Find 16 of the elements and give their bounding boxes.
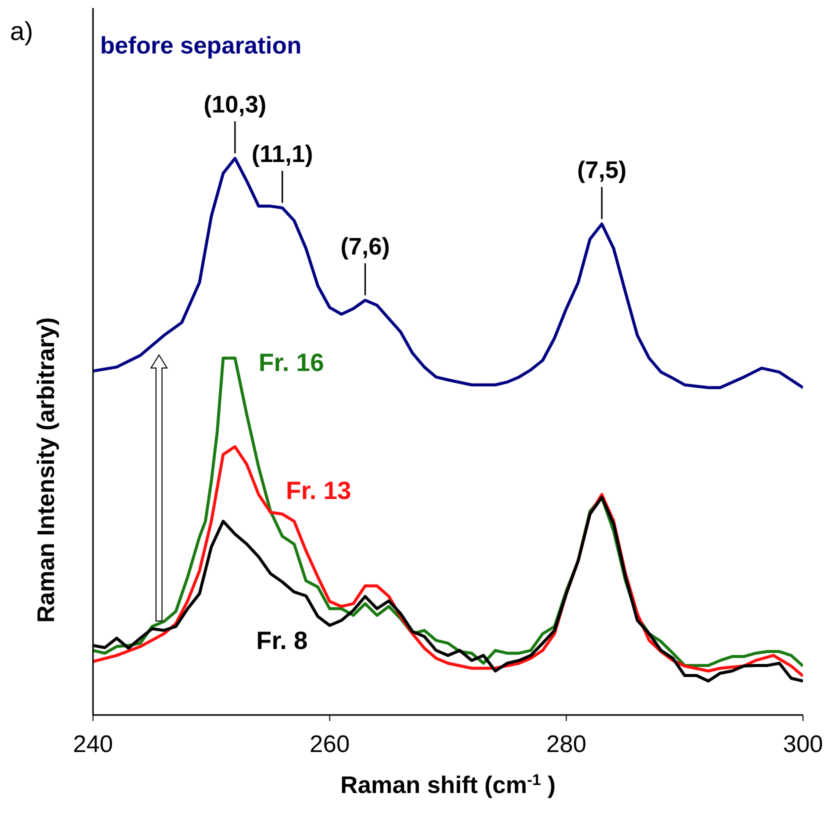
peak-label: (7,5) — [577, 157, 627, 219]
x-tick-label: 280 — [546, 731, 586, 758]
peak-label: (7,6) — [340, 233, 390, 296]
annotation: (10,3) — [204, 91, 266, 118]
text: a) — [10, 16, 34, 46]
series-label: Fr. 8 — [256, 627, 308, 656]
x-tick-label: 260 — [310, 731, 350, 758]
annotation: (7,6) — [340, 233, 390, 260]
y-axis-title: Raman Intensity (arbitrary) — [33, 317, 60, 623]
x-tick-label: 300 — [782, 731, 824, 758]
x-axis-title: Raman shift (cm$^{-1}$ ) — [340, 772, 556, 799]
annotation: (7,5) — [577, 156, 627, 184]
text: before separation — [100, 32, 302, 60]
x-tick-label: 240 — [72, 731, 114, 758]
series-label: Fr. 16 — [258, 348, 324, 377]
series-label: Fr. 13 — [286, 476, 352, 505]
